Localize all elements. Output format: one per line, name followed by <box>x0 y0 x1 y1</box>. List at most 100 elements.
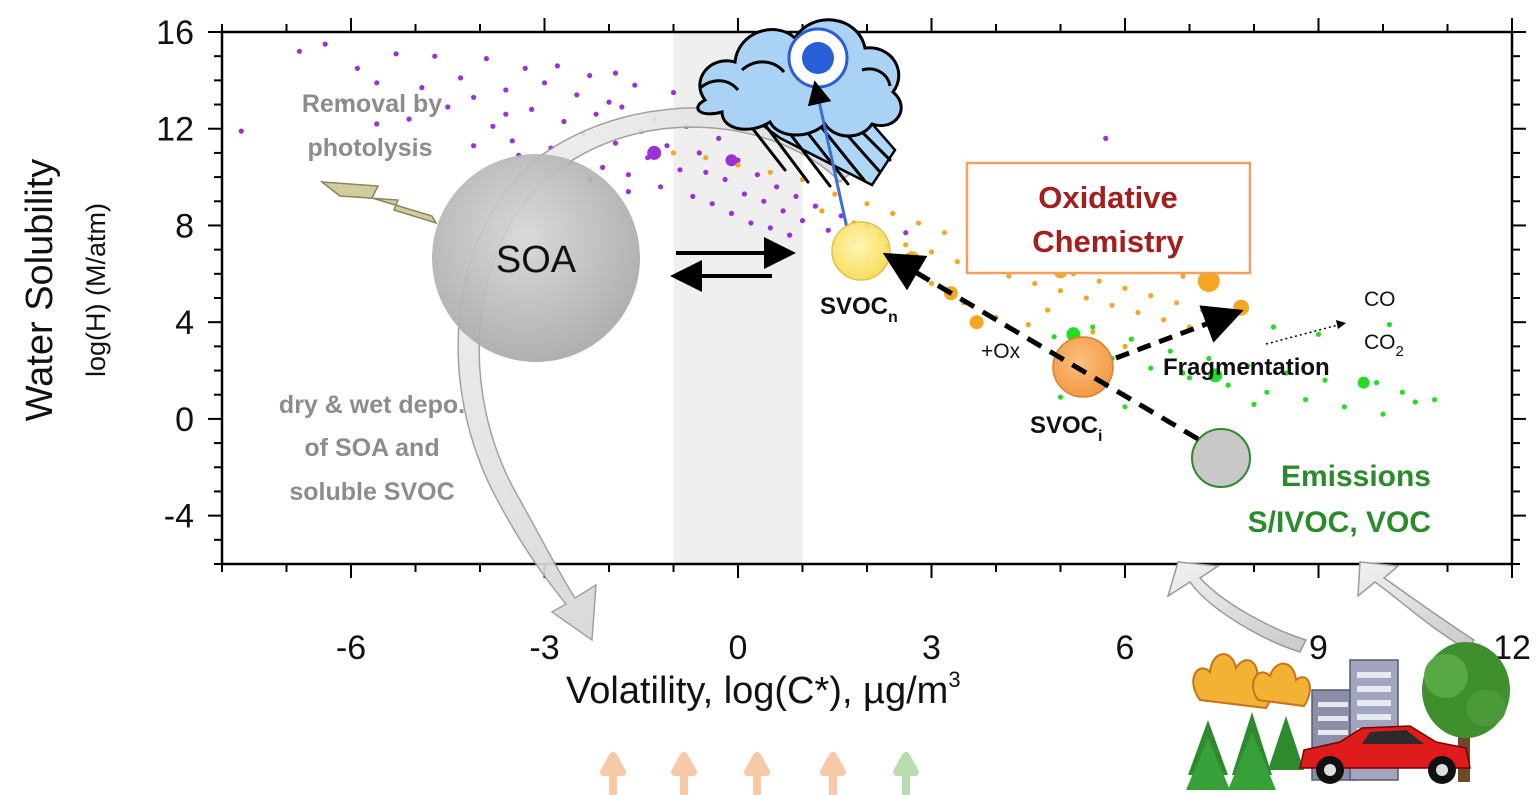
y-tick-label: 4 <box>175 304 194 342</box>
orange-point <box>1025 322 1031 328</box>
purple-point <box>554 63 561 69</box>
green-point <box>1341 404 1347 410</box>
purple-point <box>432 53 438 59</box>
green-point <box>1315 331 1322 337</box>
purple-point <box>774 184 780 190</box>
emission-circle <box>1191 428 1251 488</box>
green-point <box>1412 399 1418 405</box>
cloud-rain-icon <box>696 18 903 188</box>
orange-point <box>767 169 773 175</box>
orange-point <box>928 280 935 287</box>
svoc-n-text: SVOC <box>820 293 888 320</box>
co-arrow <box>1265 324 1339 345</box>
svoc-i-label: SVOCi <box>1030 412 1102 445</box>
y-axis-subtitle: log(H) (M/atm) <box>81 203 111 377</box>
purple-point <box>503 111 509 117</box>
co2-subscript: 2 <box>1396 343 1404 360</box>
purple-point <box>625 189 632 195</box>
orange-point <box>735 162 741 168</box>
y-tick-label: 16 <box>156 14 194 52</box>
removal-label-line2: photolysis <box>307 134 432 162</box>
purple-point <box>342 99 348 105</box>
purple-point <box>696 150 702 156</box>
green-point <box>1148 365 1154 371</box>
emissions-label-line1: Emissions <box>1281 460 1431 493</box>
purple-point <box>406 116 412 122</box>
fragmentation-arrow <box>1115 305 1244 361</box>
x-tick-label: 6 <box>1116 629 1135 667</box>
purple-point <box>561 118 567 125</box>
orange-point <box>1199 307 1205 313</box>
orange-point <box>1174 300 1180 306</box>
large-point <box>1197 270 1220 293</box>
green-point <box>1128 336 1134 342</box>
green-point <box>1380 411 1386 417</box>
orange-point <box>1212 331 1218 337</box>
green-point <box>1206 355 1212 362</box>
oxidative-label-line1: Oxidative <box>1038 180 1178 215</box>
purple-point <box>709 201 715 207</box>
purple-point <box>722 176 728 183</box>
orange-point <box>703 155 709 161</box>
y-axis-label-sub: log(H) (M/atm) <box>81 203 111 377</box>
purple-point <box>619 104 625 110</box>
green-point <box>1264 389 1270 395</box>
orange-point <box>1122 285 1128 291</box>
svoc-i-circle <box>1052 336 1114 398</box>
purple-point <box>612 140 619 146</box>
large-point <box>725 154 738 167</box>
orange-point <box>890 210 896 216</box>
green-point <box>1251 401 1257 407</box>
purple-point <box>593 111 599 117</box>
car-icon <box>1299 725 1471 784</box>
purple-point <box>664 143 670 149</box>
purple-point <box>793 193 799 199</box>
orange-point <box>819 208 825 214</box>
purple-point <box>728 210 735 216</box>
removal-label-line1: Removal by <box>302 90 442 118</box>
orange-point <box>1161 317 1167 323</box>
deposition-label-line3: soluble SVOC <box>289 478 454 506</box>
oxidation-arrow <box>882 252 1200 442</box>
y-tick-label: 8 <box>175 207 194 245</box>
purple-point <box>677 167 683 173</box>
green-point <box>1322 377 1328 383</box>
lightning-icon <box>319 181 438 225</box>
svoc-n-subscript: n <box>888 309 898 326</box>
orange-point <box>832 191 838 197</box>
purple-point <box>490 123 496 129</box>
purple-point <box>503 87 509 93</box>
large-point <box>647 145 662 160</box>
svoc-i-subscript: i <box>1098 428 1102 445</box>
green-point <box>1432 397 1438 403</box>
purple-point <box>374 121 380 127</box>
orange-point <box>1006 273 1012 279</box>
x-tick-label: -6 <box>336 629 366 667</box>
orange-point <box>1148 293 1154 299</box>
x-tick-label: 3 <box>922 629 941 667</box>
large-point <box>1357 376 1370 389</box>
emission-arrow-left <box>1166 561 1308 653</box>
green-point <box>1186 375 1193 381</box>
green-point <box>1090 324 1096 330</box>
orange-point <box>1135 309 1141 316</box>
y-tick-label: 12 <box>156 111 194 149</box>
emissions-label-line2: S/IVOC, VOC <box>1248 506 1431 539</box>
orange-point <box>1180 273 1186 279</box>
green-point <box>1399 389 1405 395</box>
purple-point <box>541 80 548 86</box>
purple-point <box>812 203 819 209</box>
y-tick-label: -4 <box>164 498 194 536</box>
purple-point <box>625 172 632 178</box>
green-point <box>1180 370 1186 376</box>
co2-label: CO2 <box>1364 331 1404 360</box>
soa-circle <box>432 154 640 362</box>
orange-point <box>1083 295 1089 301</box>
x-tick-label: -3 <box>529 629 559 667</box>
deposition-label-line2: of SOA and <box>304 434 439 462</box>
green-point <box>1386 322 1393 328</box>
purple-point <box>374 80 380 86</box>
svoc-n-label: SVOCn <box>820 293 898 326</box>
orange-point <box>1057 288 1064 294</box>
